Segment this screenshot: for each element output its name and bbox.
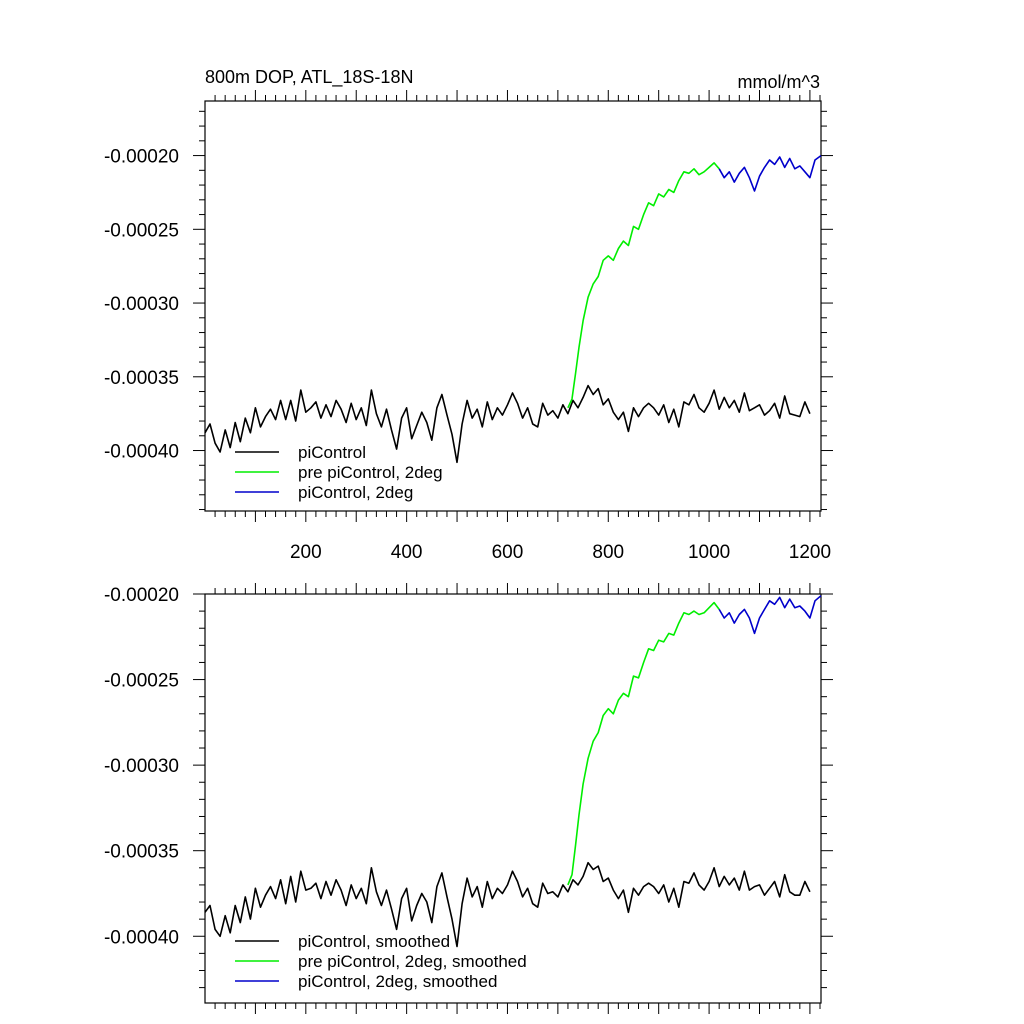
legend-label: pre piControl, 2deg — [298, 463, 443, 482]
y-tick-label: -0.00035 — [104, 842, 179, 863]
x-tick-label: 400 — [391, 542, 423, 563]
units-label: mmol/m^3 — [738, 72, 820, 92]
y-tick-label: -0.00025 — [104, 220, 179, 241]
bottom-panel: -0.00020 -0.00025 -0.00030 -0.00035 -0.00040… — [104, 583, 833, 1014]
series-line — [718, 154, 822, 192]
series-line — [567, 162, 720, 409]
x-tick-label: 600 — [492, 542, 524, 563]
series-line — [567, 601, 720, 886]
legend-label: piControl, smoothed — [298, 932, 450, 951]
x-tick-label: 800 — [592, 542, 624, 563]
legend-label: piControl, 2deg — [298, 483, 413, 502]
legend-label: piControl, 2deg, smoothed — [298, 972, 497, 991]
top-panel: 800m DOP, ATL_18S-18N mmol/m^3 200 400 600… — [104, 67, 833, 563]
x-tick-label: 1200 — [789, 542, 831, 563]
series-lines-top — [204, 154, 822, 464]
y-tick-label: -0.00040 — [104, 927, 179, 948]
plot-frame-bottom — [204, 593, 822, 1004]
y-tick-label: -0.00020 — [104, 585, 179, 606]
y-tick-label: -0.00030 — [104, 756, 179, 777]
y-tick-label: -0.00030 — [104, 294, 179, 315]
y-tick-label: -0.00025 — [104, 671, 179, 692]
series-line — [204, 384, 811, 464]
series-line — [718, 595, 822, 635]
y-tick-label: -0.00035 — [104, 368, 179, 389]
plot-frame-top — [204, 100, 822, 512]
chart-title: 800m DOP, ATL_18S-18N — [205, 67, 413, 88]
legend-label: pre piControl, 2deg, smoothed — [298, 952, 527, 971]
axis-ticks-bottom: -0.00020 -0.00025 -0.00030 -0.00035 -0.00040 — [104, 583, 833, 1014]
y-tick-label: -0.00040 — [104, 442, 179, 463]
axis-ticks-top: 200 400 600 800 1000 1200 -0.00020 -0.00025 -0.0… — [104, 90, 833, 563]
legend-label: piControl — [298, 443, 366, 462]
series-lines-bottom — [204, 595, 822, 948]
series-line — [204, 861, 811, 948]
x-tick-label: 200 — [290, 542, 322, 563]
x-tick-label: 1000 — [688, 542, 730, 563]
y-tick-label: -0.00020 — [104, 147, 179, 168]
